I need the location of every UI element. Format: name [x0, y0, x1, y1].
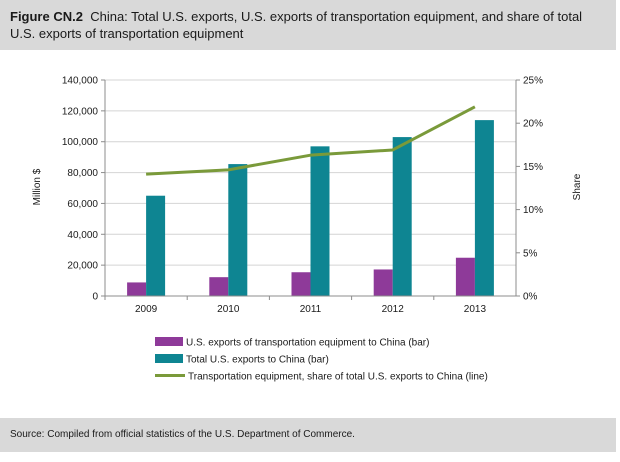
- y-tick-label: 20,000: [67, 261, 98, 272]
- x-tick-label: 2009: [135, 304, 158, 315]
- legend-label-0: U.S. exports of transportation equipment…: [186, 338, 429, 349]
- x-tick-label: 2011: [300, 304, 322, 315]
- tick-labels: 0 20,000 40,000 60,000 80,000 100,000 120,000 1…: [62, 76, 543, 316]
- y2-tick-label: 15%: [523, 162, 543, 173]
- y-tick-label: 100,000: [62, 137, 99, 148]
- bar-total-2011: [310, 146, 330, 296]
- axes: [101, 79, 520, 300]
- y2-axis-title: Share: [572, 173, 583, 200]
- x-tick-label: 2013: [464, 304, 487, 315]
- legend-swatch-1: [155, 354, 183, 363]
- legend: U.S. exports of transportation equipment…: [155, 337, 488, 383]
- y-tick-label: 80,000: [67, 168, 98, 179]
- figure-label: Figure CN.2: [10, 9, 83, 24]
- y-tick-label: 120,000: [62, 106, 99, 117]
- legend-label-1: Total U.S. exports to China (bar): [186, 355, 329, 366]
- bar-transport-2012: [373, 269, 393, 296]
- bar-transport-2013: [455, 257, 475, 296]
- y2-tick-label: 25%: [523, 76, 543, 87]
- y-tick-label: 60,000: [67, 199, 98, 210]
- chart: 0 20,000 40,000 60,000 80,000 100,000 120,000 1…: [32, 76, 583, 383]
- bar-transport-2009: [127, 282, 147, 296]
- source-bar: Source: Compiled from official statistic…: [0, 418, 616, 452]
- bar-total-2013: [474, 120, 494, 296]
- y-tick-label: 40,000: [67, 230, 98, 241]
- y-tick-label: 0: [92, 292, 98, 303]
- title-bar: Figure CN.2 China: Total U.S. exports, U…: [0, 0, 616, 50]
- x-tick-label: 2010: [217, 304, 240, 315]
- y2-tick-label: 0%: [523, 292, 538, 303]
- y-tick-label: 140,000: [62, 76, 99, 87]
- y2-tick-label: 5%: [523, 248, 538, 259]
- y2-tick-label: 20%: [523, 119, 543, 130]
- legend-label-2: Transportation equipment, share of total…: [188, 372, 488, 383]
- bar-total-2012: [392, 137, 412, 296]
- share-line-path: [146, 105, 476, 176]
- figure-title-text: China: Total U.S. exports, U.S. exports …: [10, 9, 583, 41]
- bar-transport-2010: [209, 277, 229, 296]
- source-note: Source: Compiled from official statistic…: [10, 429, 355, 440]
- bar-transport-2011: [291, 272, 311, 296]
- y-axis-title: Million $: [32, 168, 43, 205]
- figure-title: Figure CN.2 China: Total U.S. exports, U…: [10, 8, 610, 42]
- bar-total-2009: [146, 195, 166, 296]
- x-tick-label: 2012: [382, 304, 405, 315]
- share-line: [146, 105, 476, 176]
- bars: [127, 120, 494, 296]
- legend-swatch-0: [155, 337, 183, 346]
- y2-tick-label: 10%: [523, 205, 543, 216]
- bar-total-2010: [228, 164, 248, 296]
